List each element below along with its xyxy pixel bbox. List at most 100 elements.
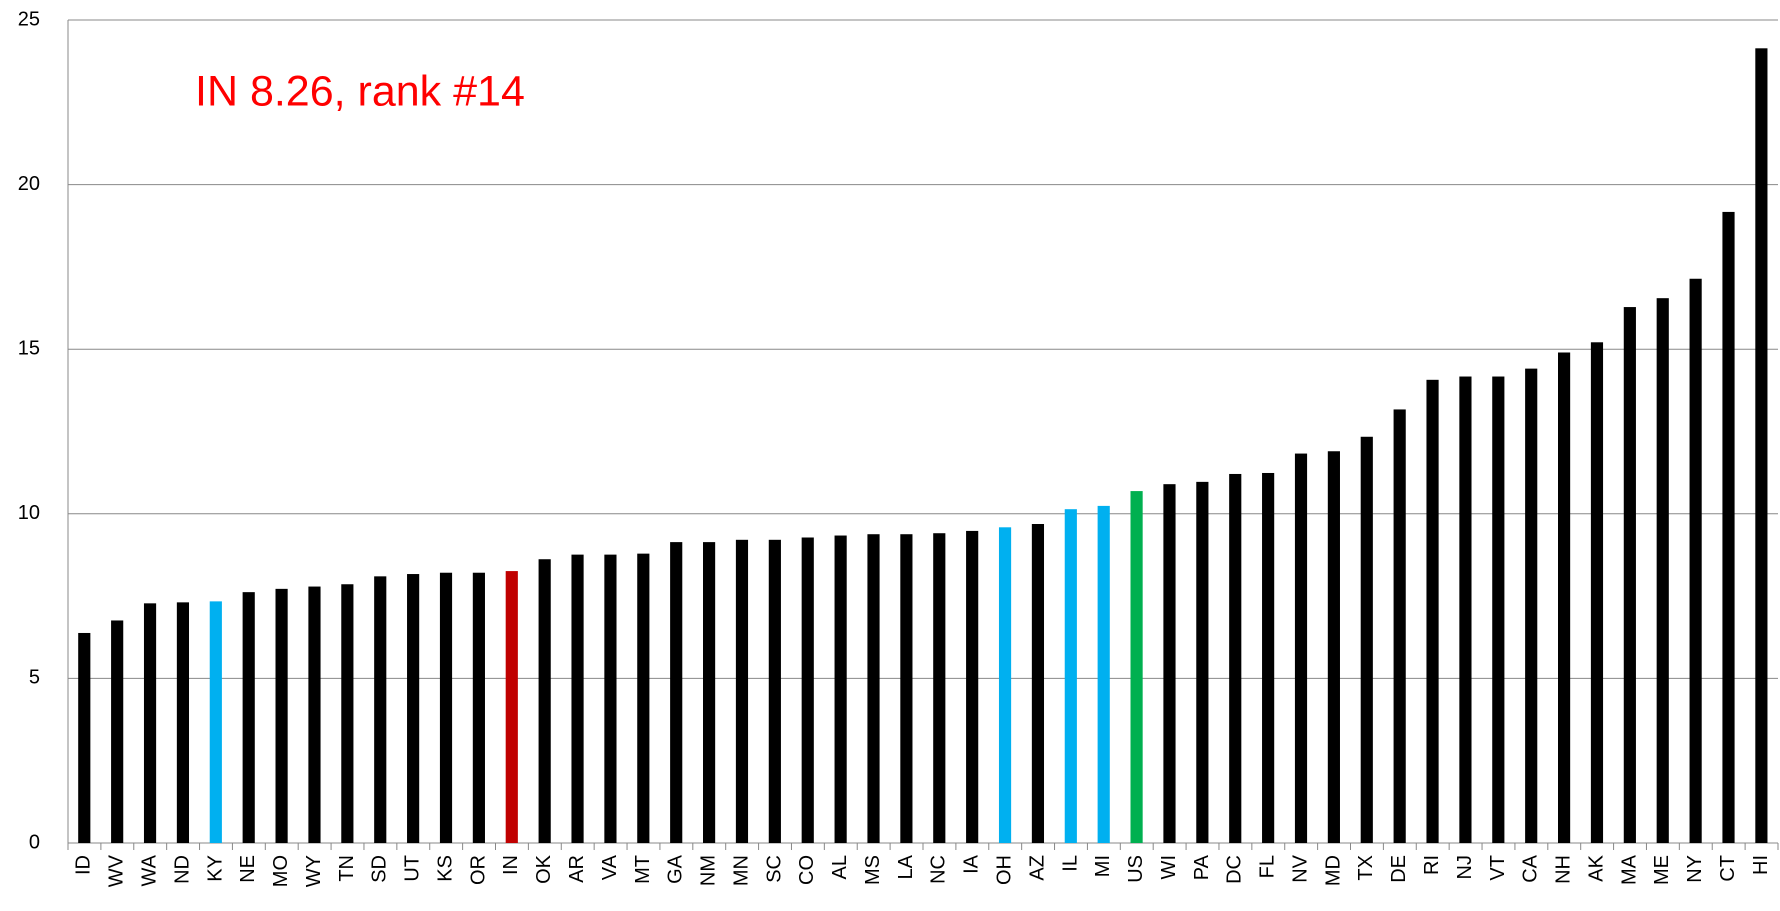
- bar: [1393, 409, 1406, 843]
- x-tick-label: NM: [698, 855, 720, 886]
- y-tick-label: 15: [18, 337, 40, 359]
- bar: [341, 584, 354, 843]
- bar: [275, 588, 288, 843]
- x-tick-label: IL: [1059, 855, 1081, 872]
- bar: [1459, 376, 1472, 843]
- x-tick-label: ME: [1651, 855, 1673, 885]
- x-tick-label: MS: [862, 855, 884, 885]
- x-tick-label: UT: [402, 855, 424, 882]
- bar: [998, 527, 1012, 843]
- bar: [1327, 451, 1340, 843]
- x-tick-label: MI: [1092, 855, 1114, 877]
- x-tick-label: HI: [1750, 855, 1772, 875]
- bar: [768, 539, 781, 843]
- bar: [1196, 481, 1209, 843]
- x-tick-label: WV: [106, 854, 128, 887]
- x-tick-label: AR: [566, 855, 588, 883]
- y-tick-label: 10: [18, 502, 40, 524]
- x-tick-label: AZ: [1026, 855, 1048, 881]
- x-tick-label: LA: [895, 854, 917, 879]
- x-tick-label: OK: [533, 854, 555, 884]
- bar: [1064, 509, 1077, 843]
- x-tick-label: NJ: [1454, 855, 1476, 879]
- x-tick-label: DC: [1224, 855, 1246, 884]
- x-tick-label: PA: [1191, 854, 1213, 880]
- y-tick-label: 25: [18, 8, 40, 30]
- x-tick-label: NE: [237, 855, 259, 883]
- x-tick-label: SD: [369, 855, 391, 883]
- x-tick-label: MA: [1618, 854, 1640, 885]
- bar: [637, 553, 650, 843]
- bar: [933, 533, 946, 843]
- bar: [176, 602, 190, 843]
- y-tick-label: 0: [29, 831, 40, 853]
- x-tick-label: NY: [1684, 855, 1706, 883]
- bar: [505, 571, 518, 843]
- x-tick-label: RI: [1421, 855, 1443, 875]
- x-tick-label: MT: [632, 855, 654, 884]
- x-tick-label: IA: [961, 854, 983, 874]
- bar: [1623, 307, 1636, 844]
- bar: [538, 559, 551, 843]
- bar: [1590, 342, 1604, 843]
- bar: [900, 534, 913, 843]
- x-tick-label: US: [1125, 855, 1147, 883]
- x-tick-label: NC: [928, 855, 950, 884]
- x-tick-label: TN: [336, 855, 358, 882]
- bar: [1262, 472, 1275, 843]
- x-tick-label: OR: [467, 855, 489, 885]
- x-tick-label: VT: [1487, 855, 1509, 881]
- bar: [834, 535, 847, 843]
- x-tick-label: MD: [1322, 855, 1344, 886]
- bar: [604, 554, 617, 843]
- bar: [1656, 298, 1669, 843]
- x-tick-label: ND: [171, 855, 193, 884]
- bar: [1229, 473, 1242, 843]
- x-tick-label: KS: [434, 855, 456, 882]
- bar: [735, 539, 749, 843]
- x-tick-label: AK: [1585, 854, 1607, 881]
- x-tick-label: IN: [500, 855, 522, 875]
- x-tick-label: CO: [796, 855, 818, 885]
- bar: [143, 603, 157, 843]
- x-tick-label: WY: [303, 855, 325, 887]
- x-tick-label: WI: [1158, 855, 1180, 879]
- bar: [439, 572, 453, 843]
- x-tick-label: VA: [599, 854, 621, 880]
- bar: [209, 601, 222, 843]
- bar: [966, 530, 979, 843]
- bar: [111, 620, 124, 843]
- bar: [308, 586, 321, 843]
- x-tick-label: GA: [665, 854, 687, 884]
- bar: [78, 632, 91, 843]
- bar: [1558, 352, 1571, 843]
- bar: [801, 537, 814, 843]
- bar: [670, 542, 683, 843]
- bar: [571, 554, 584, 843]
- bar: [1426, 379, 1439, 843]
- x-tick-label: SC: [763, 855, 785, 883]
- x-tick-label: NH: [1553, 855, 1575, 884]
- bar: [1031, 524, 1045, 843]
- bar: [1755, 48, 1768, 843]
- bar: [1492, 376, 1505, 843]
- bar: [703, 542, 716, 843]
- bar: [1360, 436, 1373, 843]
- x-tick-label: AL: [829, 855, 851, 879]
- annotation: IN 8.26, rank #14: [195, 67, 525, 115]
- x-tick-label: WA: [138, 854, 160, 886]
- bar: [1722, 211, 1735, 844]
- y-tick-label: 20: [18, 173, 40, 195]
- bar: [1689, 278, 1702, 843]
- x-tick-label: MO: [270, 855, 292, 887]
- bar: [1130, 491, 1143, 843]
- bar: [242, 592, 255, 843]
- bar: [867, 534, 880, 843]
- x-tick-label: KY: [204, 855, 226, 882]
- x-tick-label: FL: [1257, 855, 1279, 878]
- bar: [407, 574, 420, 843]
- x-tick-label: MN: [730, 855, 752, 886]
- x-tick-label: CT: [1717, 855, 1739, 882]
- bar: [1525, 368, 1538, 843]
